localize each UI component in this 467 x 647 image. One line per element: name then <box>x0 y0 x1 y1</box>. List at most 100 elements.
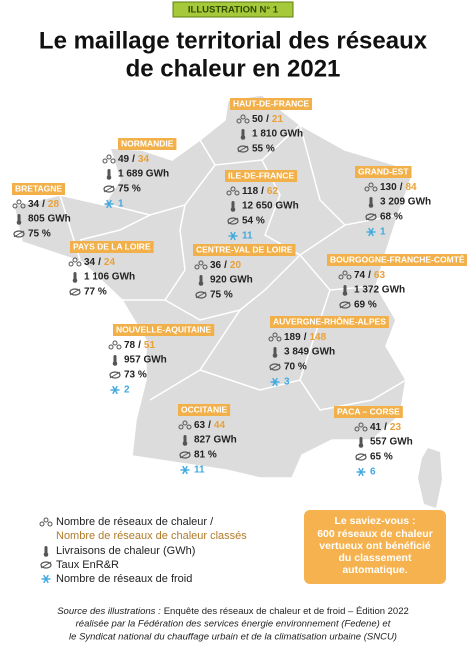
networks-value: 41 <box>370 422 382 433</box>
network-icon <box>354 426 360 432</box>
rate-icon <box>179 451 191 459</box>
network-icon <box>182 420 188 426</box>
region-rate: 69 % <box>354 300 377 311</box>
source-text: Enquête des réseaux de chaleur et de fro… <box>164 606 409 617</box>
source-label: Source des illustrations : <box>57 606 161 617</box>
networks-value: 74 <box>354 270 366 281</box>
thermo-icon <box>342 291 348 296</box>
region-label-box <box>178 404 231 416</box>
region-cold: 1 <box>118 199 124 210</box>
network-icon <box>240 114 246 120</box>
legend-item: Nombre de réseaux de froid <box>56 573 192 585</box>
region-rate: 73 % <box>124 370 147 381</box>
rate-icon <box>195 291 207 299</box>
network-icon <box>12 203 18 209</box>
region-networks: 34/24 <box>84 257 115 268</box>
rate-icon <box>237 145 249 153</box>
classified-value: 148 <box>309 332 326 343</box>
region-deliveries: 3 209 GWh <box>380 197 431 208</box>
network-icon <box>236 118 242 124</box>
thermo-icon <box>241 129 245 137</box>
cold-icon <box>106 199 112 209</box>
network-icon <box>372 186 378 192</box>
thermo-icon <box>16 220 22 225</box>
thermo-icon <box>369 197 373 205</box>
thermo-icon <box>113 355 117 363</box>
region-deliveries: 1 810 GWh <box>252 129 303 140</box>
region-label: CENTRE-VAL DE LOIRE <box>196 244 293 254</box>
rate-icon <box>179 451 191 459</box>
region-rate: 81 % <box>194 450 217 461</box>
networks-value: 130 <box>380 182 397 193</box>
rate-icon <box>269 363 281 371</box>
thermo-icon <box>240 135 246 140</box>
network-icon <box>43 517 49 523</box>
network-icon <box>178 424 184 430</box>
region-label-box <box>113 324 215 336</box>
rate-icon <box>365 213 377 221</box>
region: BRETAGNE 34/28 805 GWh 75 % <box>12 183 71 240</box>
region-label-box <box>70 241 154 253</box>
network-icon <box>112 340 118 346</box>
rate-icon <box>195 291 207 299</box>
region-borders <box>59 124 407 411</box>
thermo-icon <box>17 214 21 222</box>
rate-icon <box>269 363 281 371</box>
region: AUVERGNE-RHÔNE-ALPES 189/148 3 849 GWh 70 %… <box>268 315 389 388</box>
region-networks: 130/84 <box>380 182 417 193</box>
separator: / <box>224 260 227 271</box>
classified-value: 84 <box>405 182 417 193</box>
rate-icon <box>103 185 115 193</box>
region-deliveries: 920 GWh <box>210 275 253 286</box>
network-icon <box>20 203 26 209</box>
network-icon <box>362 426 368 432</box>
network-icon <box>202 264 208 270</box>
rate-icon <box>109 371 121 379</box>
network-icon <box>72 257 78 263</box>
region-label-box <box>270 316 389 328</box>
network-icon <box>244 118 250 124</box>
cold-icon <box>182 465 188 475</box>
region: HAUT-DE-FRANCE 50/21 1 810 GWh 55 % <box>230 98 313 155</box>
separator: / <box>208 420 211 431</box>
separator: / <box>400 182 403 193</box>
thermo-icon <box>72 278 78 283</box>
region-networks: 36/20 <box>210 260 241 271</box>
separator: / <box>304 332 307 343</box>
region-label-box <box>327 254 467 266</box>
region-label: GRAND-EST <box>358 166 409 176</box>
callout-box <box>304 510 446 584</box>
rate-icon <box>69 288 81 296</box>
callout-line: vertueux ont bénéficié <box>319 540 431 552</box>
legend-item: Nombre de réseaux de chaleur classés <box>56 530 247 542</box>
networks-value: 34 <box>84 257 96 268</box>
network-icon <box>230 186 236 192</box>
region-label-box <box>225 170 298 182</box>
separator: / <box>384 422 387 433</box>
network-icon <box>194 264 200 270</box>
network-icon <box>226 190 232 196</box>
thermo-icon <box>343 285 347 293</box>
region-deliveries: 827 GWh <box>194 435 237 446</box>
network-icon <box>364 186 370 192</box>
rate-icon <box>355 453 367 461</box>
network-icon <box>368 182 374 188</box>
separator: / <box>42 199 45 210</box>
thermo-icon <box>107 169 111 177</box>
rate-icon <box>227 217 239 225</box>
region-label: HAUT-DE-FRANCE <box>233 98 309 108</box>
networks-value: 50 <box>252 114 264 125</box>
region-label: NOUVELLE-AQUITAINE <box>116 324 212 334</box>
region-cold: 2 <box>124 385 130 396</box>
network-icon <box>186 424 192 430</box>
network-icon <box>276 336 282 342</box>
region-label: BRETAGNE <box>15 183 62 193</box>
thermo-icon <box>198 281 204 286</box>
rate-icon <box>365 213 377 221</box>
region-networks: 118/62 <box>242 186 278 197</box>
corsica-shape <box>418 448 442 508</box>
region-rate: 70 % <box>284 362 307 373</box>
network-icon <box>342 270 348 276</box>
classified-value: 28 <box>48 199 60 210</box>
